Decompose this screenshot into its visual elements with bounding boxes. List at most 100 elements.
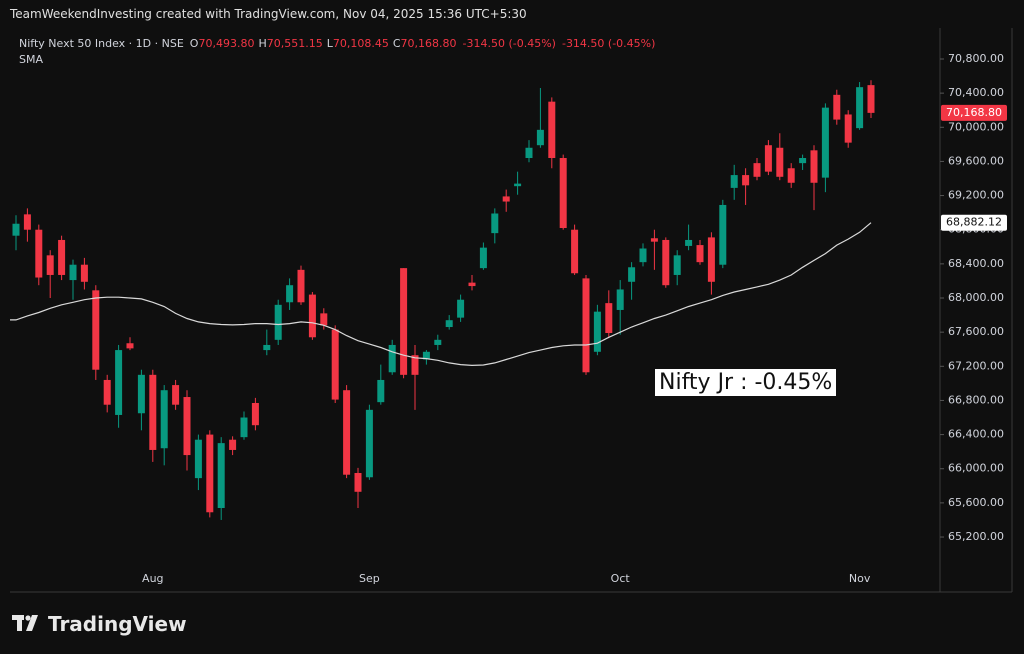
- price-tag: [941, 104, 1007, 121]
- candle-body: [172, 385, 180, 405]
- candle-body: [650, 238, 658, 242]
- candle-body: [799, 158, 807, 164]
- candle-body: [776, 147, 784, 177]
- candle-body: [707, 237, 715, 282]
- candle-body: [400, 268, 408, 375]
- candle-body: [844, 114, 852, 143]
- price-tag-label: 68,882.12: [946, 216, 1002, 229]
- candle-body: [559, 158, 567, 229]
- ohlc-key: C: [392, 37, 401, 50]
- candle-body: [502, 196, 510, 202]
- y-tick-label: 65,200.00: [948, 530, 1004, 543]
- candle-body: [434, 339, 442, 345]
- candle-body: [867, 85, 875, 113]
- candle-body: [491, 213, 499, 234]
- candle-body: [126, 343, 134, 349]
- candle-body: [787, 168, 795, 183]
- candle-body: [685, 239, 693, 246]
- candle-body: [696, 245, 704, 263]
- y-tick-label: 66,800.00: [948, 393, 1004, 406]
- candle-body: [525, 147, 533, 159]
- candle-body: [514, 183, 522, 187]
- y-tick-label: 65,600.00: [948, 496, 1004, 509]
- price-tag: [941, 214, 1007, 231]
- candle-body: [251, 403, 259, 426]
- ohlc-value: 70,108.45: [332, 37, 389, 50]
- candle-body: [639, 248, 647, 263]
- candle-body: [365, 409, 373, 478]
- candle-body: [628, 267, 636, 282]
- sma-line: [10, 222, 872, 367]
- candle-body: [457, 299, 465, 318]
- candle-body: [753, 163, 761, 177]
- candle-body: [331, 329, 339, 400]
- candle-body: [605, 303, 613, 334]
- legend: Nifty Next 50 Index · 1D · NSE O70,493.80…: [19, 37, 655, 50]
- candle-body: [12, 223, 20, 236]
- y-tick-label: 66,400.00: [948, 428, 1004, 441]
- x-tick-label: Aug: [142, 572, 163, 585]
- candle-body: [445, 320, 453, 328]
- candle-body: [149, 374, 157, 450]
- candle-body: [719, 204, 727, 265]
- candle-body: [286, 285, 294, 303]
- candle-body: [229, 439, 237, 450]
- candle-body: [320, 313, 328, 326]
- candle-body: [479, 247, 487, 269]
- ohlc-key: H: [258, 37, 267, 50]
- candle-body: [354, 473, 362, 492]
- candle-body: [616, 289, 624, 310]
- annotation: Nifty Jr : -0.45%: [655, 369, 837, 396]
- y-tick-label: 69,600.00: [948, 154, 1004, 167]
- ohlc-value: 70,493.80: [198, 37, 255, 50]
- candle-body: [160, 390, 168, 449]
- y-tick-label: 69,200.00: [948, 189, 1004, 202]
- credit: TeamWeekendInvesting created with Tradin…: [10, 7, 527, 21]
- y-tick-label: 67,200.00: [948, 359, 1004, 372]
- candle-body: [274, 304, 282, 340]
- candle-body: [46, 255, 54, 275]
- candle-body: [377, 379, 385, 403]
- price-tag-label: 70,168.80: [946, 106, 1002, 119]
- candle-body: [582, 278, 590, 373]
- y-tick-label: 70,400.00: [948, 86, 1004, 99]
- ohlc-key: O: [189, 37, 199, 50]
- candle-body: [217, 443, 225, 509]
- candle-body: [388, 344, 396, 373]
- change: -314.50 (-0.45%): [561, 37, 656, 50]
- candle-body: [536, 129, 544, 146]
- ohlc-value: 70,168.80: [400, 37, 457, 50]
- candle-body: [673, 255, 681, 275]
- candle-body: [742, 175, 750, 186]
- change: -314.50 (-0.45%): [462, 37, 556, 50]
- candle-body: [810, 150, 818, 183]
- candle-body: [422, 351, 430, 360]
- candle-body: [58, 239, 66, 275]
- x-tick-label: Oct: [611, 572, 631, 585]
- x-tick-label: Nov: [849, 572, 871, 585]
- x-tick-label: Sep: [359, 572, 380, 585]
- y-tick-label: 68,000.00: [948, 291, 1004, 304]
- logo: TradingView: [48, 612, 187, 636]
- candle-body: [662, 239, 670, 286]
- candle-body: [856, 87, 864, 129]
- candle-body: [240, 417, 248, 438]
- candle-body: [103, 379, 111, 405]
- ohlc-key: L: [326, 37, 333, 50]
- candle-body: [343, 390, 351, 475]
- candle-body: [194, 439, 202, 479]
- y-tick-label: 67,600.00: [948, 325, 1004, 338]
- candle-body: [821, 107, 829, 178]
- candle-body: [411, 355, 419, 375]
- ohlc-value: 70,551.15: [266, 37, 323, 50]
- y-tick-label: 66,000.00: [948, 462, 1004, 475]
- candle-body: [593, 311, 601, 352]
- candle-body: [183, 397, 191, 456]
- candle-body: [23, 214, 31, 230]
- candle-body: [263, 344, 271, 351]
- plot-area: [10, 28, 940, 592]
- ohlc: O70,493.80 H70,551.15 L70,108.45 C70,168.80: [184, 37, 457, 50]
- y-tick-label: 70,000.00: [948, 120, 1004, 133]
- candle-body: [833, 94, 841, 120]
